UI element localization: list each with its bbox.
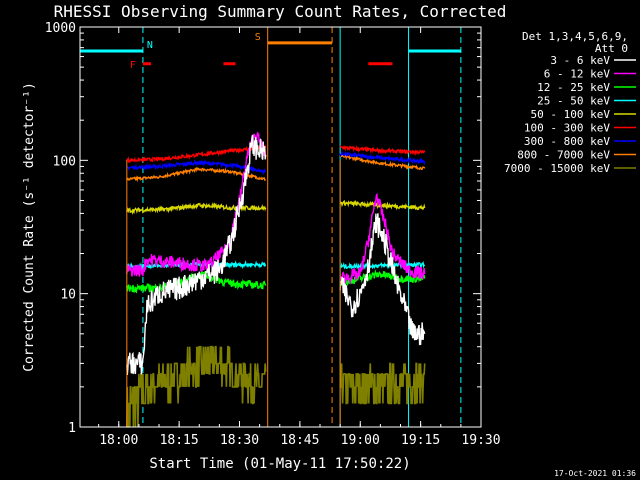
legend-label: 7000 - 15000 keV	[504, 162, 610, 175]
x-tick-label: 18:00	[99, 433, 138, 448]
legend-header: Det 1,3,4,5,6,9,	[522, 30, 628, 43]
footer-date: 17-Oct-2021 01:36	[554, 469, 636, 478]
legend-label: 12 - 25 keV	[537, 81, 610, 94]
x-tick-label: 18:45	[280, 433, 319, 448]
y-tick-label: 10	[60, 288, 76, 303]
x-tick-label: 19:30	[461, 433, 500, 448]
plot-frame	[79, 26, 482, 428]
series-line	[126, 134, 267, 375]
legend-label: 300 - 800 keV	[524, 135, 610, 148]
flag-label: F	[130, 60, 136, 71]
plot-area: NF S	[80, 27, 462, 428]
legend-label: 6 - 12 keV	[544, 68, 611, 81]
legend-label: 25 - 50 keV	[537, 95, 610, 108]
series-line	[339, 213, 426, 346]
y-tick-label: 1000	[45, 21, 76, 36]
series-line	[126, 202, 267, 215]
series-line	[126, 159, 267, 176]
series-line	[339, 153, 426, 171]
y-tick-label: 100	[53, 154, 76, 169]
legend-label: 3 - 6 keV	[550, 54, 610, 67]
flag-label: N	[147, 40, 153, 51]
x-axis-label: Start Time (01-May-11 17:50:22)	[149, 456, 410, 472]
series-line	[339, 192, 426, 286]
series-line	[339, 144, 426, 156]
series-line	[126, 132, 267, 277]
x-tick-label: 19:00	[341, 433, 380, 448]
legend-label: 50 - 100 keV	[531, 108, 611, 121]
series-line	[339, 260, 426, 270]
axes: 18:00 18:15 18:30 18:45 19:00 19:15 19:30 1 10 10…	[45, 21, 501, 448]
flag-label: S	[255, 32, 261, 43]
y-tick-label: 1	[68, 421, 76, 436]
legend-header: Att 0	[595, 42, 628, 55]
x-tick-label: 18:15	[160, 433, 199, 448]
x-tick-label: 19:15	[401, 433, 440, 448]
series-line	[126, 144, 267, 164]
series-line	[126, 260, 267, 271]
series-line	[339, 199, 426, 211]
y-axis-label: Corrected Count Rate (s⁻¹ detector⁻¹)	[22, 82, 37, 372]
series-line	[339, 362, 426, 405]
series-line	[126, 345, 267, 428]
legend-label: 800 - 7000 keV	[517, 149, 610, 162]
series-line	[339, 149, 426, 166]
x-tick-label: 18:30	[220, 433, 259, 448]
legend-label: 100 - 300 keV	[524, 122, 610, 135]
chart-title: RHESSI Observing Summary Count Rates, Co…	[54, 2, 507, 21]
